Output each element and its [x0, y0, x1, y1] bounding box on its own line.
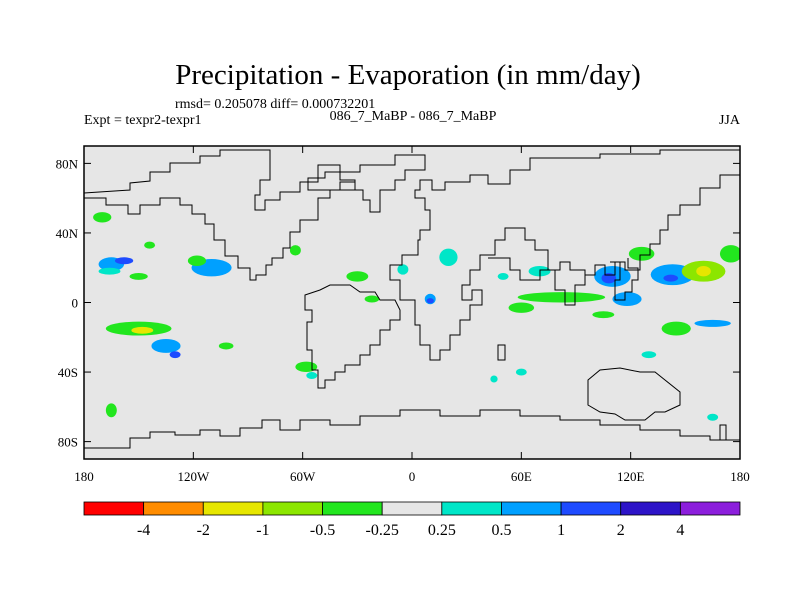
anomaly-region-9: [187, 255, 207, 266]
y-axis: 80N 40N 0 40S 80S: [56, 156, 740, 450]
anomaly-region-41: [515, 368, 527, 376]
coastline-south-america: [304, 284, 401, 389]
x-tick-label-6: 180: [730, 469, 750, 484]
data-field-layer: [93, 212, 740, 421]
anomaly-region-27: [696, 265, 711, 277]
anomaly-region-19: [517, 292, 606, 303]
colorbar-swatch-5: [381, 501, 443, 516]
y-tick-label-3: 40S: [58, 365, 78, 380]
anomaly-region-1: [93, 212, 112, 223]
y-tick-label-2: 0: [72, 296, 79, 311]
coastline-greenland: [307, 154, 426, 213]
coastline-australia: [587, 367, 681, 421]
colorbar-label-6: 0.5: [491, 522, 511, 539]
colorbar-label-7: 1: [557, 522, 565, 539]
anomaly-region-22: [601, 272, 617, 284]
stats-label: rmsd= 0.205078 diff= 0.000732201: [175, 97, 375, 112]
colorbar-label-0: -4: [137, 522, 150, 539]
anomaly-region-20: [508, 302, 535, 313]
anomaly-region-30: [592, 311, 615, 319]
colorbar-label-9: 4: [676, 522, 684, 539]
anomaly-region-39: [306, 372, 318, 380]
anomaly-region-40: [105, 403, 117, 418]
anomaly-region-3: [114, 257, 134, 265]
x-tick-label-3: 0: [409, 469, 416, 484]
anomaly-region-8: [202, 267, 221, 275]
y-tick-label-4: 80S: [58, 435, 78, 450]
anomaly-region-5: [129, 272, 148, 280]
y-tick-label-1: 40N: [56, 226, 79, 241]
coastline-arabia-india: [488, 257, 586, 306]
coastline-southeast-asia: [610, 258, 639, 301]
colorbar-swatch-4: [322, 501, 383, 516]
x-tick-label-2: 60W: [290, 469, 316, 484]
colorbar-swatch-0: [83, 501, 145, 516]
x-tick-label-5: 120E: [617, 469, 645, 484]
anomaly-region-4: [98, 267, 121, 275]
anomaly-region-32: [694, 319, 731, 327]
experiment-label: Expt = texpr2-texpr1: [84, 113, 202, 128]
colorbar-swatch-9: [620, 501, 681, 516]
x-tick-label-0: 180: [74, 469, 94, 484]
anomaly-region-10: [289, 245, 301, 256]
season-label: JJA: [719, 113, 741, 128]
anomaly-region-28: [719, 245, 740, 263]
colorbar-label-4: -0.25: [366, 522, 399, 539]
colorbar-label-5: 0.25: [428, 522, 456, 539]
colorbar-swatch-3: [262, 501, 323, 516]
colorbar-label-8: 2: [617, 522, 625, 539]
colorbar-label-3: -0.5: [310, 522, 335, 539]
colorbar-swatch-10: [679, 501, 741, 516]
x-axis: 180 120W 60W 0 60E 120E 180: [74, 146, 750, 484]
anomaly-region-17: [497, 272, 509, 280]
colorbar-swatch-1: [143, 501, 204, 516]
anomaly-region-44: [490, 375, 498, 383]
anomaly-region-12: [364, 295, 380, 303]
coastline-antarctica: [84, 409, 740, 449]
anomaly-region-37: [218, 342, 234, 350]
map-plot-area: [83, 145, 741, 460]
anomaly-region-11: [346, 271, 369, 282]
x-tick-label-1: 120W: [177, 469, 210, 484]
colorbar-label-2: -1: [256, 522, 269, 539]
colorbar-swatch-2: [202, 501, 264, 516]
colorbar: -4 -2 -1 -0.5 -0.25 0.25 0.5 1 2 4: [83, 501, 741, 539]
anomaly-region-29: [612, 292, 642, 306]
coastline-north-america: [84, 149, 356, 281]
chart-title: Precipitation - Evaporation (in mm/day): [175, 59, 641, 91]
anomaly-region-14: [439, 248, 458, 266]
coastline-layer: [84, 149, 740, 449]
subtitle-label: 086_7_MaBP - 086_7_MaBP: [330, 109, 497, 124]
anomaly-region-35: [151, 339, 181, 353]
anomaly-region-23: [628, 246, 655, 261]
colorbar-label-1: -2: [197, 522, 210, 539]
anomaly-region-6: [144, 241, 156, 249]
anomaly-region-13: [397, 264, 409, 275]
anomaly-region-31: [661, 321, 691, 336]
map-background: [84, 146, 740, 459]
anomaly-region-36: [169, 351, 181, 359]
anomaly-region-34: [131, 326, 154, 334]
anomaly-region-42: [641, 351, 657, 359]
anomaly-region-16: [426, 298, 434, 304]
coastline-madagascar: [497, 344, 506, 361]
anomaly-region-43: [707, 413, 719, 421]
colorbar-swatch-8: [560, 501, 622, 516]
colorbar-swatch-7: [501, 501, 562, 516]
y-tick-label-0: 80N: [56, 156, 79, 171]
x-tick-label-4: 60E: [511, 469, 532, 484]
anomaly-region-25: [663, 274, 679, 282]
colorbar-swatch-6: [441, 501, 502, 516]
